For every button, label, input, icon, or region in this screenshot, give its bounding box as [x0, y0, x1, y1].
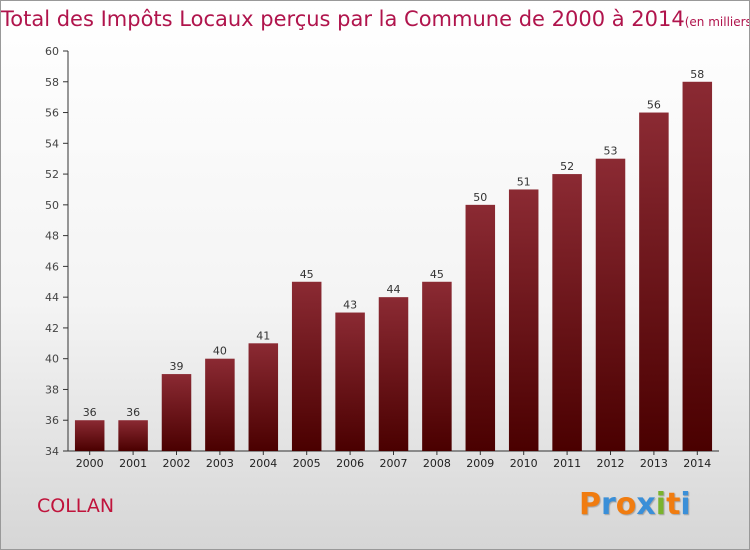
y-tick-label: 38 [45, 383, 59, 396]
bar-value-label: 36 [83, 406, 97, 419]
x-tick-label: 2013 [640, 457, 668, 470]
bar-value-label: 44 [387, 283, 401, 296]
logo-letter: o [615, 487, 637, 522]
bar-value-label: 39 [170, 360, 184, 373]
bar [335, 312, 365, 451]
bar [161, 374, 192, 451]
chart-title: Total des Impôts Locaux perçus par la Co… [1, 7, 749, 31]
x-tick-label: 2002 [163, 457, 191, 470]
bar-value-label: 43 [343, 299, 357, 312]
x-tick-label: 2006 [336, 457, 364, 470]
x-tick-label: 2012 [597, 457, 625, 470]
logo-letter: i [680, 487, 691, 522]
x-tick-label: 2009 [466, 457, 494, 470]
bar [508, 189, 539, 451]
y-tick-label: 36 [45, 414, 59, 427]
x-tick-label: 2007 [380, 457, 408, 470]
y-tick-label: 46 [45, 260, 59, 273]
bar-value-label: 40 [213, 345, 227, 358]
bar-value-label: 58 [690, 68, 704, 81]
y-tick-label: 56 [45, 107, 59, 120]
y-tick-label: 58 [45, 76, 59, 89]
x-tick-label: 2010 [510, 457, 538, 470]
bar [378, 297, 409, 451]
x-tick-label: 2005 [293, 457, 321, 470]
logo-letter: r [601, 487, 616, 522]
chart-unit: (en milliers d'€) [684, 15, 750, 29]
y-tick-label: 42 [45, 322, 59, 335]
bar-value-label: 50 [473, 191, 487, 204]
bar [552, 174, 582, 452]
bar [639, 112, 669, 452]
logo-letter: t [666, 487, 681, 522]
bar-value-label: 45 [300, 268, 314, 281]
logo-letter: x [636, 487, 656, 522]
y-tick-label: 48 [45, 230, 59, 243]
y-tick-label: 40 [45, 353, 59, 366]
bar [682, 81, 713, 452]
y-tick-label: 60 [45, 45, 59, 58]
x-tick-label: 2000 [76, 457, 104, 470]
bar [291, 281, 322, 451]
x-tick-label: 2003 [206, 457, 234, 470]
x-tick-label: 2001 [119, 457, 147, 470]
bar [465, 204, 496, 451]
bar-value-label: 36 [126, 406, 140, 419]
y-tick-label: 54 [45, 137, 59, 150]
chart-title-text: Total des Impôts Locaux perçus par la Co… [1, 7, 685, 31]
bar [74, 420, 105, 451]
logo-letter: P [579, 487, 601, 522]
bar-value-label: 52 [560, 160, 574, 173]
x-tick-label: 2014 [683, 457, 711, 470]
bar-value-label: 56 [647, 99, 661, 112]
logo-letter: i [655, 487, 667, 522]
bar [422, 281, 452, 451]
y-tick-label: 52 [45, 168, 59, 181]
x-tick-label: 2008 [423, 457, 451, 470]
x-tick-label: 2011 [553, 457, 581, 470]
y-tick-label: 34 [45, 445, 59, 458]
bar-value-label: 51 [517, 175, 531, 188]
bar [205, 358, 235, 451]
bar-value-label: 41 [256, 329, 270, 342]
bar-value-label: 45 [430, 268, 444, 281]
bar [248, 343, 279, 451]
bar-value-label: 53 [604, 145, 618, 158]
proxiti-logo: Proxiti [579, 487, 691, 522]
bar [118, 420, 148, 451]
bar [595, 158, 626, 451]
x-tick-label: 2004 [249, 457, 277, 470]
commune-name: COLLAN [37, 495, 115, 517]
y-tick-label: 44 [45, 291, 59, 304]
y-tick-label: 50 [45, 199, 59, 212]
